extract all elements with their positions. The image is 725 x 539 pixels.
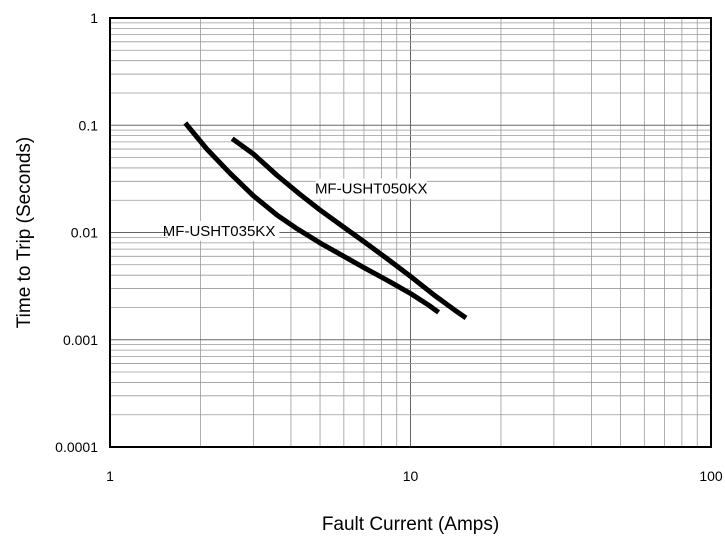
x-tick-label: 1 xyxy=(106,468,114,484)
y-tick-label: 1 xyxy=(90,10,98,26)
y-tick-label: 0.01 xyxy=(71,225,98,241)
y-tick-label: 0.0001 xyxy=(55,439,98,455)
series-curve-mf-usht050kx xyxy=(230,136,468,320)
series-labels: MF-USHT035KX MF-USHT050KX xyxy=(163,178,428,241)
series-label: MF-USHT050KX xyxy=(315,181,428,198)
series-label: MF-USHT035KX xyxy=(163,223,276,240)
y-tick-label: 0.1 xyxy=(79,117,99,133)
plot-area-frame xyxy=(109,17,712,448)
tick-labels: 1 10 100 1 0.1 0.01 0.001 0.0001 xyxy=(55,10,723,484)
curves xyxy=(183,121,468,320)
series-label-backing xyxy=(168,220,280,241)
grid xyxy=(110,18,711,447)
series-label-backing xyxy=(315,178,427,199)
x-tick-label: 10 xyxy=(403,468,419,484)
x-axis-title: Fault Current (Amps) xyxy=(322,514,499,535)
y-axis-title: Time to Trip (Seconds) xyxy=(14,137,35,328)
y-tick-label: 0.001 xyxy=(63,332,98,348)
x-tick-label: 100 xyxy=(699,468,723,484)
series-curve-mf-usht035kx xyxy=(183,121,441,315)
